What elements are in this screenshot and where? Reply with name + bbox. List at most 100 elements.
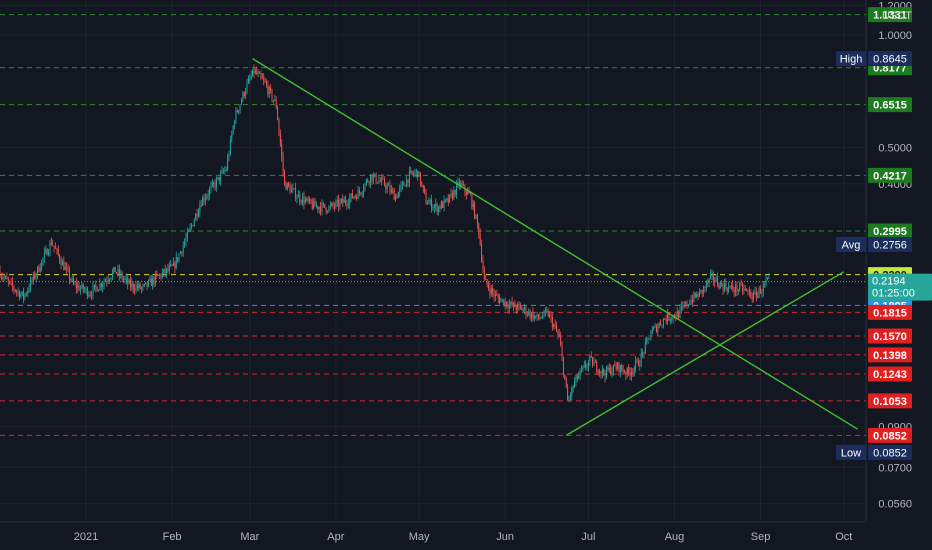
candle-body — [31, 279, 33, 281]
candle-body — [718, 285, 720, 289]
candle-body — [567, 387, 569, 401]
candle-body — [257, 72, 259, 75]
candle-body — [625, 372, 627, 375]
candle-body — [704, 286, 706, 288]
stat-name-tag-high — [836, 51, 866, 67]
candle-body — [579, 370, 581, 376]
candle-body — [515, 307, 517, 310]
candle-body — [587, 361, 589, 367]
candle-body — [325, 207, 327, 212]
candle-body — [174, 262, 176, 269]
candle-body — [329, 205, 331, 207]
candle-body — [486, 279, 488, 285]
candle-body — [474, 203, 476, 219]
candle-body — [440, 202, 442, 209]
candle-body — [142, 285, 144, 288]
candle-body — [245, 91, 247, 96]
candle-body — [406, 179, 408, 187]
candle-body — [574, 381, 576, 388]
candle-body — [431, 199, 433, 210]
candle-body — [469, 193, 471, 195]
candle-body — [450, 193, 452, 195]
candle-body — [658, 322, 660, 327]
candle-body — [732, 285, 734, 290]
candle-body — [331, 203, 333, 206]
candle-body — [74, 283, 76, 285]
candle-body — [531, 312, 533, 318]
candle-body — [735, 284, 737, 292]
candle-body — [612, 364, 614, 372]
candle-body — [59, 254, 61, 261]
candle-body — [265, 82, 267, 86]
candle-body — [328, 206, 330, 212]
candle-body — [189, 226, 191, 230]
y-tick-0-0560: 0.0560 — [878, 499, 912, 511]
candle-body — [335, 201, 337, 207]
candle-body — [30, 279, 32, 289]
candle-body — [694, 292, 696, 297]
candle-body — [436, 203, 438, 213]
candle-body — [615, 366, 617, 369]
candle-body — [686, 302, 688, 306]
candle-body — [368, 181, 370, 183]
candle-body — [743, 288, 745, 291]
candle-body — [481, 244, 483, 261]
level-tag-text-0-6515: 0.6515 — [873, 100, 907, 112]
candle-body — [521, 306, 523, 311]
candle-body — [546, 311, 548, 313]
candle-body — [712, 272, 714, 281]
candle-body — [352, 193, 353, 199]
price-axis[interactable]: 1.20001.00000.50000.40000.09000.07000.05… — [865, 0, 912, 522]
candle-body — [10, 281, 12, 283]
candle-body — [460, 183, 462, 186]
level-tag-1-1331 — [868, 7, 912, 23]
candle-body — [358, 190, 360, 193]
candle-body — [714, 280, 716, 282]
candle-body — [739, 284, 741, 290]
trendline-ascending-support[interactable] — [565, 271, 845, 436]
candle-body — [134, 288, 136, 291]
time-axis[interactable]: 2021 Feb Mar Apr May Jun Jul Aug Sep Oct — [0, 521, 866, 543]
candle-body — [569, 395, 571, 398]
candle-body — [471, 194, 473, 207]
candle-body — [497, 295, 499, 298]
trendline-descending-resistance[interactable] — [252, 58, 859, 430]
candle-body — [651, 329, 653, 334]
candle-body — [528, 311, 530, 315]
candle-body — [123, 279, 125, 281]
candle-body — [485, 279, 487, 281]
candle-body — [271, 90, 273, 101]
candle-body — [676, 311, 678, 318]
candle-body — [510, 301, 512, 305]
candle-body — [25, 293, 27, 295]
candle-body — [547, 311, 549, 317]
candle-body — [748, 291, 750, 293]
candle-body — [594, 362, 596, 364]
candle-body — [172, 262, 174, 266]
candle-body — [339, 201, 341, 207]
candle-body — [91, 295, 93, 297]
candle-body — [166, 268, 168, 274]
candle-body — [589, 356, 591, 362]
candle-body — [614, 364, 616, 367]
candle-body — [668, 313, 670, 321]
stat-value-text-avg: 0.2756 — [873, 239, 907, 251]
candle-body — [747, 290, 749, 292]
candle-body — [199, 205, 201, 213]
candle-body — [218, 176, 220, 182]
candle-body — [217, 176, 219, 179]
candle-body — [725, 283, 727, 289]
candle-body — [113, 266, 115, 272]
level-tag-text-0-1053: 0.1053 — [873, 396, 907, 408]
candle-body — [379, 180, 381, 182]
candle-body — [556, 325, 558, 332]
candle-body — [385, 185, 387, 189]
candle-body — [264, 80, 266, 83]
candle-body — [535, 315, 537, 317]
candle-body — [154, 274, 156, 284]
candle-body — [420, 172, 421, 185]
candle-body — [36, 266, 38, 275]
candle-body — [340, 198, 342, 202]
candle-body — [461, 183, 463, 186]
